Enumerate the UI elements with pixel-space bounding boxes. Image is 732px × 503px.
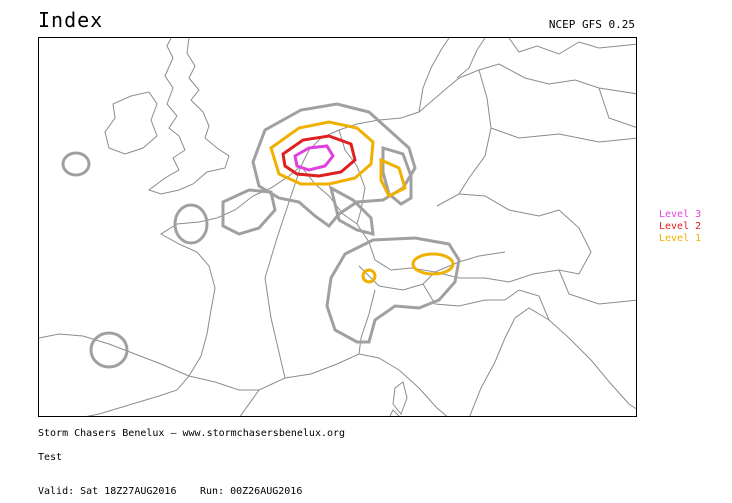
italy-north-border (358, 283, 505, 355)
slovenia-border (504, 289, 550, 321)
europe-map (39, 38, 636, 416)
contour-gray-germany-south (328, 185, 375, 236)
contour-gray-channel (221, 188, 277, 236)
austria-border (434, 269, 560, 283)
note-text: Test (38, 452, 63, 463)
contour-gray-atlantic (61, 151, 91, 177)
contour-level1-east (379, 157, 407, 199)
hungary-border (558, 209, 636, 305)
contour-gray-brittany (173, 203, 209, 245)
legend-level-1: Level 1 (659, 233, 702, 244)
adriatic-coast (469, 307, 636, 416)
valid-time: Valid: Sat 18Z27AUG2016 (38, 486, 177, 497)
level1-contours (269, 120, 455, 284)
contour-gray-germany-east (381, 145, 413, 206)
level2-contours (281, 134, 357, 178)
baltic-border (598, 87, 636, 128)
legend: Level 3 Level 2 Level 1 (659, 209, 701, 245)
contour-level3-benelux (293, 144, 335, 172)
contour-level1-swiss (361, 268, 377, 284)
contour-level2-benelux (281, 134, 357, 178)
map-frame (38, 37, 637, 417)
credit-text: Storm Chasers Benelux — www.stormchasers… (38, 428, 346, 439)
legend-level-2: Level 2 (659, 221, 702, 232)
contour-gray-benelux (251, 102, 417, 229)
france-internal-grid (264, 165, 302, 379)
baltic-coast (498, 63, 636, 95)
contour-gray-biscay (89, 331, 129, 369)
poland-border (490, 127, 636, 143)
germany-east-border (436, 69, 492, 207)
contour-level1-alps (411, 252, 455, 276)
france-belgium-border (300, 165, 358, 225)
mediterranean-coast (239, 353, 448, 416)
ireland-coast (104, 91, 158, 155)
coastline-layer (39, 38, 636, 416)
contour-level1-benelux (269, 120, 375, 186)
run-time: Run: 00Z26AUG2016 (200, 486, 303, 497)
great-britain-coast (147, 38, 230, 195)
spain-france-border (188, 375, 259, 391)
contour-gray-alps (325, 236, 461, 344)
alps-border (356, 223, 506, 273)
gray-contours (61, 102, 461, 369)
sardinia-coast (389, 409, 400, 416)
corsica-coast (392, 381, 408, 415)
iberia-north-coast (39, 333, 190, 377)
level3-contours (293, 144, 335, 172)
scandinavia-coast (508, 38, 636, 55)
legend-level-3: Level 3 (659, 209, 702, 220)
denmark-coast (418, 38, 486, 113)
model-label: NCEP GFS 0.25 (548, 18, 635, 31)
france-atlantic-coast (86, 217, 218, 416)
page-title: Index (38, 8, 104, 32)
germany-west-border (338, 129, 366, 225)
czech-border (458, 193, 560, 217)
